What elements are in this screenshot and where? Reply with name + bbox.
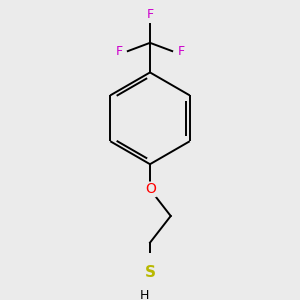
- Text: F: F: [115, 45, 122, 58]
- Text: S: S: [145, 265, 155, 280]
- Text: H: H: [140, 289, 149, 300]
- Text: O: O: [145, 182, 156, 197]
- Text: F: F: [146, 8, 154, 21]
- Text: F: F: [178, 45, 185, 58]
